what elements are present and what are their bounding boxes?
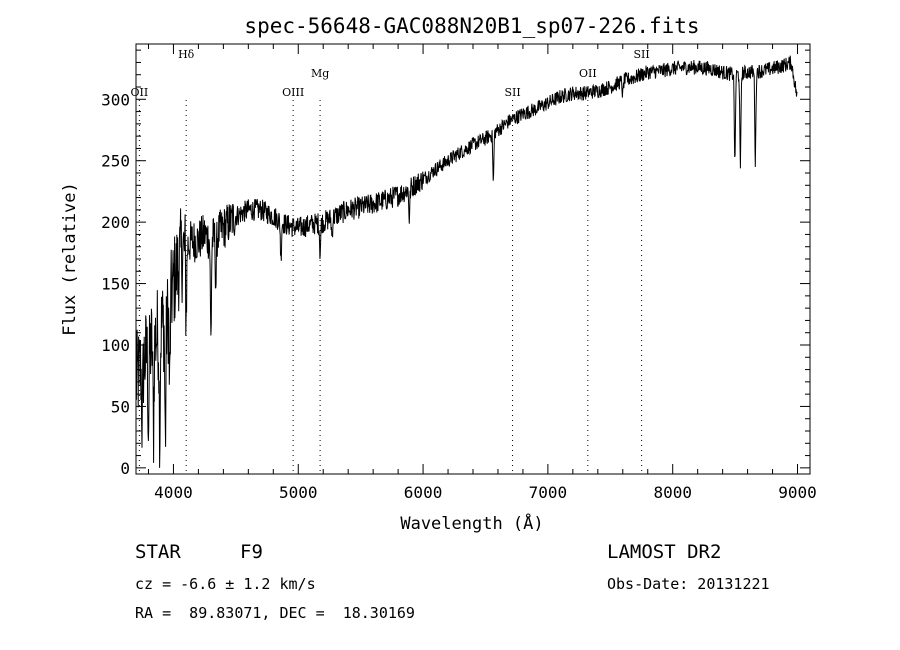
- x-tick-label: 8000: [653, 483, 692, 502]
- y-tick-label: 50: [111, 397, 130, 416]
- redshift-velocity: cz = -6.6 ± 1.2 km/s: [135, 575, 316, 593]
- spectral-subclass: F9: [240, 541, 263, 563]
- spectrum-series: [135, 55, 798, 468]
- survey-name: LAMOST DR2: [607, 541, 722, 563]
- y-tick-label: 150: [101, 275, 130, 294]
- plot-frame: [135, 43, 811, 475]
- line-markers: OII Hδ OIII Mg SII OII SII: [131, 48, 650, 474]
- coordinates: RA = 89.83071, DEC = 18.30169: [135, 604, 415, 622]
- y-tick-label: 250: [101, 152, 130, 171]
- y-tick-label: 0: [120, 459, 130, 478]
- line-marker-label: OIII: [282, 86, 304, 99]
- x-axis-label: Wavelength (Å): [400, 512, 543, 534]
- y-tick-label: 100: [101, 336, 130, 355]
- x-tick-label: 6000: [404, 483, 443, 502]
- x-tick-label: 7000: [529, 483, 568, 502]
- line-marker-label: SII: [504, 86, 520, 99]
- x-tick-label: 9000: [778, 483, 817, 502]
- line-marker-label: Mg: [311, 67, 329, 80]
- line-marker-label: OII: [579, 67, 597, 80]
- axes: 4000 5000 6000 7000 8000 9000 0 50 100 150 200 250 3…: [101, 44, 817, 502]
- x-tick-label: 4000: [154, 483, 193, 502]
- chart-title: spec-56648-GAC088N20B1_sp07-226.fits: [244, 14, 699, 38]
- x-tick-label: 5000: [279, 483, 318, 502]
- object-class: STAR: [135, 541, 181, 563]
- observation-date: Obs-Date: 20131221: [607, 575, 770, 593]
- y-axis-label: Flux (relative): [60, 182, 80, 336]
- line-marker-label: Hδ: [178, 48, 195, 61]
- y-tick-label: 200: [101, 213, 130, 232]
- line-marker-label: SII: [634, 48, 650, 61]
- line-marker-label: OII: [131, 86, 149, 99]
- y-tick-label: 300: [101, 90, 130, 109]
